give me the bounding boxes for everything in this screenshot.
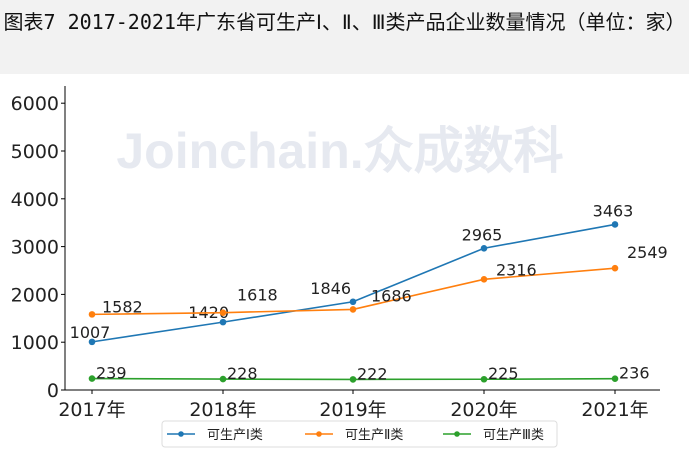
data-label: 222 — [357, 364, 388, 383]
legend — [161, 420, 558, 448]
data-label: 1686 — [371, 286, 412, 305]
y-tick-label: 5000 — [11, 141, 59, 163]
data-label: 1007 — [70, 323, 111, 342]
x-tick-label: 2020年 — [450, 399, 517, 421]
data-label: 2316 — [496, 260, 537, 279]
data-point — [88, 311, 96, 318]
y-tick-label: 4000 — [11, 189, 59, 211]
chart-title: 图表7 2017-2021年广东省可生产Ⅰ、Ⅱ、Ⅲ类产品企业数量情况（单位：家） — [0, 0, 689, 74]
data-point — [349, 376, 357, 383]
legend-label: 可生产Ⅲ类 — [483, 428, 544, 443]
y-tick-label: 3000 — [11, 237, 59, 259]
data-point — [611, 375, 619, 383]
data-label: 236 — [619, 364, 650, 383]
y-tick-label: 2000 — [11, 284, 59, 306]
data-point — [611, 221, 619, 228]
x-tick-label: 2018年 — [189, 399, 256, 421]
x-tick-label: 2017年 — [58, 399, 125, 421]
data-label: 3463 — [593, 201, 634, 220]
data-point — [480, 275, 488, 283]
x-tick-label: 2019年 — [319, 399, 386, 421]
data-label: 1618 — [237, 286, 278, 305]
data-label: 1846 — [310, 279, 351, 298]
data-label: 2965 — [462, 225, 503, 244]
data-label: 225 — [488, 364, 519, 383]
data-point — [480, 244, 488, 252]
data-point — [349, 298, 357, 306]
y-tick-label: 0 — [47, 380, 59, 402]
x-tick-label: 2021年 — [581, 399, 648, 421]
data-point — [219, 309, 227, 316]
data-label: 239 — [96, 364, 127, 383]
series-line — [91, 223, 616, 343]
data-point — [611, 264, 619, 272]
legend-label: 可生产Ⅰ类 — [207, 428, 263, 443]
watermark: Joinchain.众成数科 — [116, 123, 563, 179]
data-point — [480, 375, 488, 383]
data-label: 228 — [227, 364, 258, 383]
y-tick-label: 1000 — [11, 332, 59, 354]
data-label: 2549 — [627, 243, 668, 262]
data-point — [88, 338, 96, 346]
legend-label: 可生产Ⅱ类 — [345, 428, 403, 443]
y-tick-label: 6000 — [11, 93, 59, 115]
data-point — [349, 306, 357, 313]
legend-marker — [178, 431, 184, 437]
data-point — [219, 318, 227, 326]
legend-marker — [454, 431, 460, 437]
data-point — [88, 375, 96, 382]
data-label: 1582 — [102, 297, 143, 316]
data-point — [219, 375, 227, 383]
legend-marker — [316, 431, 322, 437]
